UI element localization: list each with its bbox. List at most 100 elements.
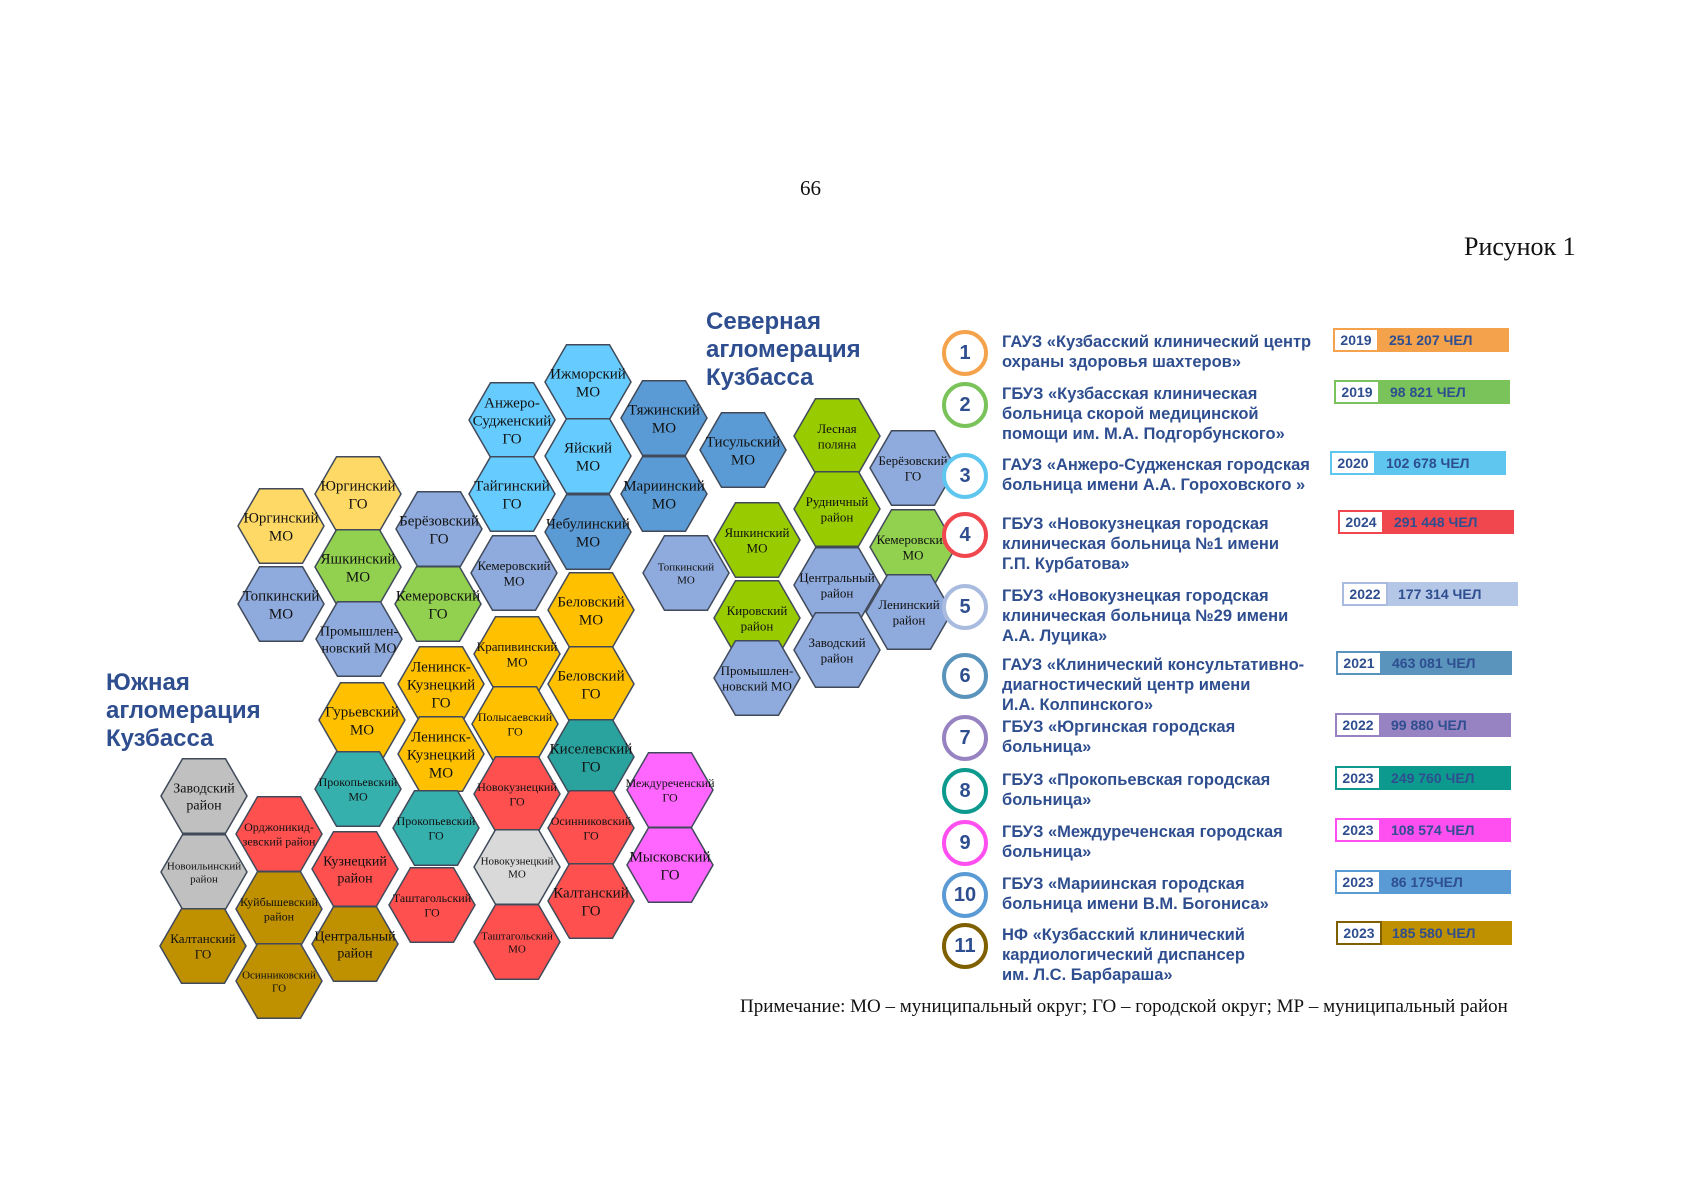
- district-hex: Топкинский МО: [642, 535, 730, 611]
- district-hex: Новоильинский район: [160, 834, 248, 910]
- district-hex: Берёзовский ГО: [869, 430, 957, 506]
- district-hex: Центральный район: [311, 906, 399, 982]
- hex-label: Яшкинский МО: [725, 525, 790, 556]
- hex-label: Юргинский ГО: [320, 478, 395, 512]
- hex-label: Рудничный район: [806, 494, 869, 525]
- district-hex: Ленинский район: [865, 574, 953, 650]
- hospital-name: ГБУЗ «Междуреченская городская больница»: [1002, 823, 1283, 861]
- hex-label: Междуреченский ГО: [625, 776, 715, 804]
- district-hex: Таштагольский ГО: [388, 867, 476, 943]
- legend-number-circle: 3: [942, 453, 988, 499]
- hex-shape: [311, 906, 399, 982]
- opening-badge: 2023 86 175ЧЕЛ: [1335, 870, 1511, 894]
- hex-label: Яшкинский МО: [321, 551, 396, 585]
- hex-label: Калтанский ГО: [170, 931, 235, 962]
- hex-label: Прокопьевский ГО: [397, 814, 476, 842]
- opening-year: 2023: [1335, 766, 1381, 790]
- opening-badge: 2019 251 207 ЧЕЛ: [1333, 328, 1509, 352]
- hex-label: Крапивинский МО: [477, 639, 558, 670]
- hospital-name: ГБУЗ «Прокопьевская городская больница»: [1002, 771, 1271, 809]
- hex-shape: [470, 535, 558, 611]
- district-hex: Тайгинский ГО: [468, 456, 556, 532]
- legend-number-circle: 5: [942, 584, 988, 630]
- opening-badge: 2022 177 314 ЧЕЛ: [1342, 582, 1518, 606]
- district-hex: Ленинск-Кузнецкий ГО: [397, 646, 485, 722]
- district-hex: Беловский ГО: [547, 646, 635, 722]
- hex-shape: [869, 430, 957, 506]
- opening-year: 2022: [1335, 713, 1381, 737]
- district-hex: Берёзовский ГО: [395, 491, 483, 567]
- hex-shape: [388, 867, 476, 943]
- hex-shape: [237, 488, 325, 564]
- district-hex: Кемеровский МО: [470, 535, 558, 611]
- district-hex: Крапивинский МО: [473, 616, 561, 692]
- district-hex: Яшкинский МО: [713, 502, 801, 578]
- district-hex: Яшкинский МО: [314, 529, 402, 605]
- hex-shape: [473, 904, 561, 980]
- population-count: 99 880 ЧЕЛ: [1381, 713, 1511, 737]
- hex-label: Чебулинский МО: [546, 516, 630, 550]
- hex-label: Кемеровский МО: [876, 532, 949, 563]
- district-hex: Кузнецкий район: [311, 831, 399, 907]
- opening-badge: 2023 249 760 ЧЕЛ: [1335, 766, 1511, 790]
- footnote: Примечание: МО – муниципальный округ; ГО…: [740, 996, 1508, 1017]
- hex-label: Таштагольский ГО: [393, 891, 472, 919]
- population-count: 108 574 ЧЕЛ: [1381, 818, 1511, 842]
- opening-year: 2024: [1338, 510, 1384, 534]
- opening-year: 2023: [1335, 870, 1381, 894]
- legend-number-circle: 6: [942, 653, 988, 699]
- opening-badge: 2022 99 880 ЧЕЛ: [1335, 713, 1511, 737]
- hex-shape: [793, 471, 881, 547]
- population-count: 177 314 ЧЕЛ: [1388, 582, 1518, 606]
- hex-shape: [160, 758, 248, 834]
- hex-label: Анжеро-Судженский ГО: [473, 395, 552, 447]
- population-count: 98 821 ЧЕЛ: [1380, 380, 1510, 404]
- hex-shape: [620, 380, 708, 456]
- hex-label: Ленинск-Кузнецкий МО: [407, 729, 475, 781]
- district-hex: Рудничный район: [793, 471, 881, 547]
- hex-label: Топкинский МО: [658, 561, 715, 586]
- hex-label: Промышлен-новский МО: [721, 663, 794, 694]
- district-hex: Прокопьевский ГО: [392, 790, 480, 866]
- opening-badge: 2019 98 821 ЧЕЛ: [1334, 380, 1510, 404]
- hex-shape: [547, 863, 635, 939]
- opening-badge: 2023 108 574 ЧЕЛ: [1335, 818, 1511, 842]
- hex-label: Кузнецкий район: [323, 855, 387, 887]
- hex-label: Орджоникид-зевский район: [243, 820, 316, 848]
- opening-year: 2023: [1335, 818, 1381, 842]
- district-hex: Тяжинский МО: [620, 380, 708, 456]
- opening-badge: 2024 291 448 ЧЕЛ: [1338, 510, 1514, 534]
- district-hex: Новокузнецкий МО: [473, 829, 561, 905]
- hex-label: Центральный район: [799, 570, 874, 601]
- legend-number-circle: 8: [942, 768, 988, 814]
- hex-shape: [237, 566, 325, 642]
- hex-label: Кемеровский МО: [477, 558, 550, 589]
- hospital-name: ГБУЗ «Новокузнецкая городская клиническа…: [1002, 515, 1280, 573]
- population-count: 291 448 ЧЕЛ: [1384, 510, 1514, 534]
- district-hex: Яйский МО: [544, 418, 632, 494]
- district-hex: Ижморский МО: [544, 344, 632, 420]
- hex-label: Кировский район: [727, 603, 788, 634]
- district-hex: Киселевский ГО: [547, 719, 635, 795]
- district-hex: Топкинский МО: [237, 566, 325, 642]
- population-count: 86 175ЧЕЛ: [1381, 870, 1511, 894]
- district-hex: Мариинский МО: [620, 456, 708, 532]
- hex-shape: [392, 790, 480, 866]
- district-hex: Калтанский ГО: [547, 863, 635, 939]
- hex-label: Ленинск-Кузнецкий ГО: [407, 659, 475, 711]
- hex-shape: [713, 502, 801, 578]
- hospital-name: ГБУЗ «Новокузнецкая городская клиническа…: [1002, 587, 1289, 645]
- hospital-name: ГАУЗ «Клинический консультативно- диагно…: [1002, 656, 1305, 714]
- hex-label: Куйбышевский район: [240, 895, 318, 923]
- district-hex: Полысаевский ГО: [471, 686, 559, 762]
- hex-label: Новоильинский район: [167, 860, 241, 885]
- population-count: 251 207 ЧЕЛ: [1379, 328, 1509, 352]
- district-hex: Анжеро-Судженский ГО: [468, 382, 556, 458]
- opening-badge: 2020 102 678 ЧЕЛ: [1330, 451, 1506, 475]
- hex-label: Новокузнецкий МО: [481, 855, 554, 880]
- hex-shape: [235, 943, 323, 1019]
- page-number: 66: [800, 176, 821, 200]
- hex-shape: [865, 574, 953, 650]
- opening-year: 2023: [1336, 921, 1382, 945]
